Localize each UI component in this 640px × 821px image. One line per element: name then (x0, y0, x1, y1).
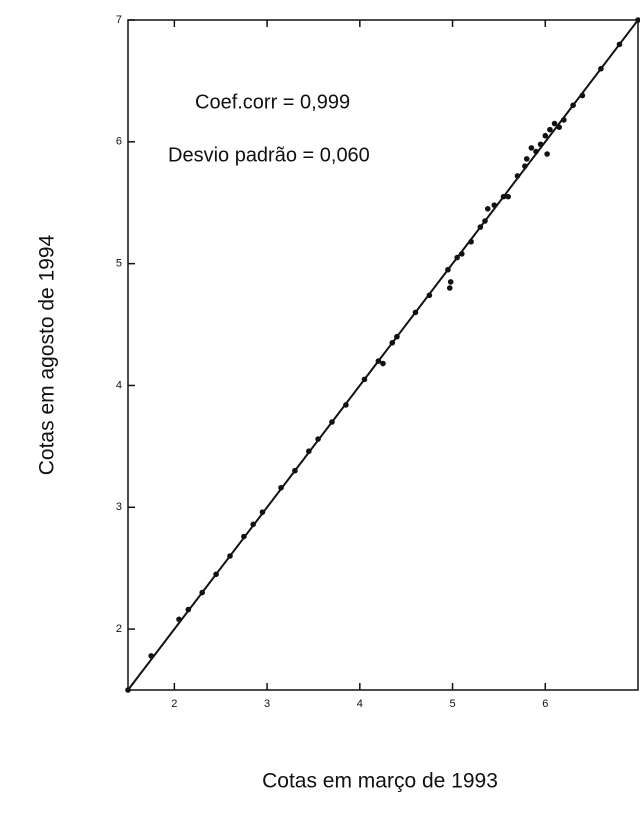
point (570, 102, 576, 109)
point (148, 653, 154, 659)
annotation: Coef.corr = 0,999 (195, 91, 350, 113)
point (361, 376, 368, 383)
point (389, 340, 396, 346)
plot-frame (127, 19, 639, 691)
point (446, 285, 453, 291)
point (635, 17, 640, 23)
point (556, 124, 562, 130)
fit-line (127, 19, 639, 691)
point (227, 553, 233, 559)
point (343, 402, 349, 408)
point (514, 173, 521, 179)
point (125, 687, 131, 693)
y-tick-label: 3 (116, 501, 122, 513)
point (241, 533, 247, 540)
point (544, 151, 550, 157)
point (185, 606, 192, 613)
point (468, 238, 474, 245)
point (551, 120, 558, 127)
point (598, 65, 604, 72)
y-tick-label: 2 (116, 623, 122, 635)
point (454, 254, 460, 261)
x-tick-label: 3 (264, 698, 270, 710)
x-tick-label: 4 (357, 698, 363, 710)
x-axis-label: Cotas em março de 1993 (262, 770, 498, 793)
point (329, 419, 335, 425)
point (533, 148, 539, 155)
point (579, 92, 586, 99)
point (426, 292, 433, 299)
point (537, 141, 544, 148)
point (616, 41, 623, 48)
x-tick-label: 5 (449, 698, 455, 710)
point (542, 132, 549, 139)
point (484, 206, 491, 212)
point (278, 484, 284, 491)
x-tick-label: 6 (542, 698, 548, 710)
point (477, 224, 484, 230)
point (500, 193, 507, 200)
point (176, 616, 182, 623)
point (528, 145, 535, 151)
point (522, 163, 528, 169)
y-tick-label: 4 (116, 379, 122, 391)
point (523, 156, 530, 162)
point (447, 279, 454, 285)
point (445, 266, 451, 273)
x-tick-label: 2 (171, 698, 177, 710)
point (306, 448, 312, 455)
point (375, 358, 382, 364)
point (459, 251, 465, 257)
point (491, 202, 498, 208)
point (259, 509, 266, 515)
point (394, 333, 400, 340)
point (199, 589, 205, 596)
point (213, 571, 219, 578)
y-axis-label: Cotas em agosto de 1994 (36, 234, 59, 475)
point (292, 467, 298, 474)
annotation: Desvio padrão = 0,060 (168, 144, 370, 166)
point (482, 218, 488, 224)
y-tick-label: 6 (116, 136, 122, 148)
point (561, 117, 567, 123)
point (412, 309, 419, 316)
point (250, 521, 256, 528)
y-tick-label: 5 (116, 258, 122, 270)
y-tick-label: 7 (116, 14, 122, 26)
point (547, 126, 553, 133)
point (505, 193, 511, 200)
point (380, 360, 386, 367)
point (315, 436, 321, 442)
